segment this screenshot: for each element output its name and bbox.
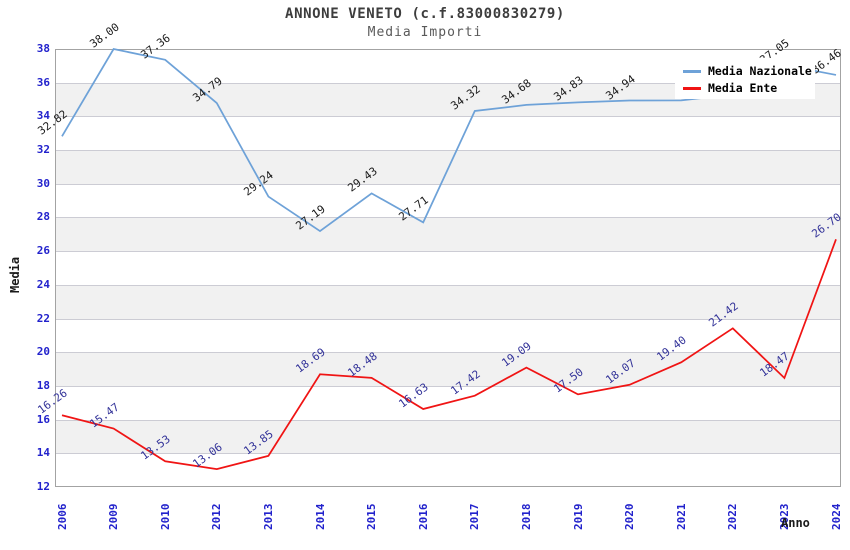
legend-line-swatch-nazionale (683, 69, 701, 73)
gridline (56, 251, 840, 253)
gridline (56, 318, 840, 320)
legend: Media Nazionale Media Ente (675, 58, 815, 99)
legend-item-media-nazionale: Media Nazionale (683, 63, 815, 79)
y-tick-label: 20 (36, 345, 50, 359)
gridline (56, 284, 840, 286)
y-tick-label: 34 (36, 109, 50, 123)
y-tick-label: 28 (36, 210, 50, 224)
y-tick-label: 38 (36, 42, 50, 55)
chart-title: ANNONE VENETO (c.f.83000830279) (285, 6, 565, 22)
plot-band (56, 217, 840, 252)
legend-item-media-ente: Media Ente (683, 80, 815, 96)
gridline (56, 183, 840, 185)
x-axis-title: Anno (781, 516, 810, 530)
y-tick-label: 14 (36, 446, 50, 460)
gridline (56, 385, 840, 387)
y-tick-label: 26 (36, 244, 50, 258)
y-tick-label: 32 (36, 143, 50, 157)
series-line-media-ente (61, 239, 837, 471)
legend-label-ente: Media Ente (708, 81, 778, 95)
chart-subtitle: Media Importi (367, 25, 483, 40)
gridline (56, 82, 840, 84)
y-tick-label: 30 (36, 176, 50, 190)
legend-line-swatch-ente (683, 86, 701, 90)
y-tick-label: 36 (36, 75, 50, 89)
y-tick-label: 24 (36, 277, 50, 291)
gridline (56, 217, 840, 219)
y-tick-label: 12 (36, 480, 50, 493)
y-tick-label: 16 (36, 412, 50, 426)
y-tick-label: 22 (36, 311, 50, 325)
y-tick-label: 18 (36, 378, 50, 392)
plot-band (56, 419, 840, 454)
gridline (56, 116, 840, 118)
gridline (56, 453, 840, 455)
gridline (56, 419, 840, 421)
plot-band (56, 284, 840, 319)
plot-band (56, 352, 840, 386)
gridline (56, 352, 840, 354)
legend-label-nazionale: Media Nazionale (708, 64, 812, 78)
gridline (56, 150, 840, 152)
